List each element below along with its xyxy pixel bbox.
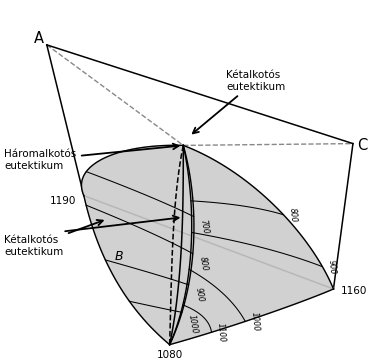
Text: 700: 700 xyxy=(199,218,210,234)
Polygon shape xyxy=(170,145,333,345)
Text: 1080: 1080 xyxy=(156,350,183,359)
Text: Kétalkotós
eutektikum: Kétalkotós eutektikum xyxy=(4,220,103,257)
Text: 1160: 1160 xyxy=(341,286,368,296)
Text: 800: 800 xyxy=(197,255,209,271)
Text: 1000: 1000 xyxy=(187,314,199,335)
Polygon shape xyxy=(82,145,194,345)
Text: 1100: 1100 xyxy=(215,322,226,342)
Text: 800: 800 xyxy=(287,207,298,223)
Text: 900: 900 xyxy=(193,286,205,303)
Text: 1000: 1000 xyxy=(249,311,260,331)
Text: Háromalkotós
eutektikum: Háromalkotós eutektikum xyxy=(4,144,179,171)
Text: 1190: 1190 xyxy=(50,196,76,206)
Text: A: A xyxy=(34,31,44,46)
Text: Kétalkotós
eutektikum: Kétalkotós eutektikum xyxy=(193,70,285,133)
Text: 900: 900 xyxy=(326,259,337,274)
Text: C: C xyxy=(357,138,367,153)
Text: B: B xyxy=(115,250,123,263)
